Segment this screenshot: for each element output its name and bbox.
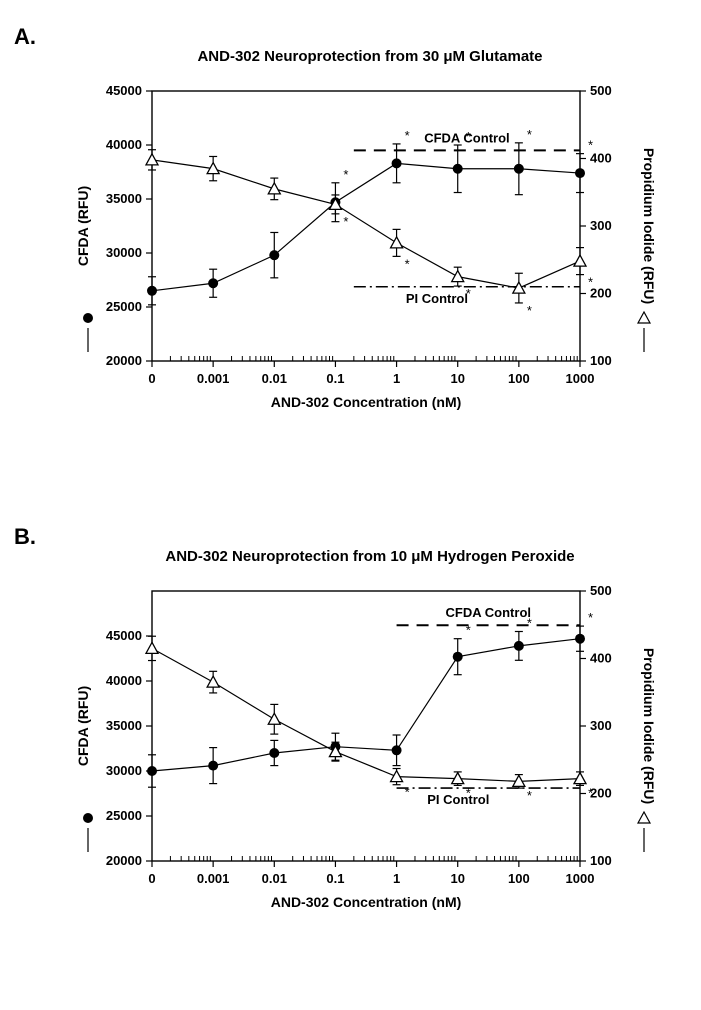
chart-b-svg: 2000025000300003500040000450001002003004… xyxy=(60,571,680,931)
svg-text:45000: 45000 xyxy=(106,628,142,643)
svg-text:500: 500 xyxy=(590,83,612,98)
panel-letter-a: A. xyxy=(14,24,36,50)
svg-text:*: * xyxy=(588,138,593,153)
chart-a-svg: 2000025000300003500040000450001002003004… xyxy=(60,71,680,431)
svg-text:20000: 20000 xyxy=(106,353,142,368)
chart-a-title: AND-302 Neuroprotection from 30 μM Gluta… xyxy=(60,48,680,65)
svg-text:PI Control: PI Control xyxy=(427,792,489,807)
svg-text:20000: 20000 xyxy=(106,853,142,868)
svg-text:*: * xyxy=(405,785,410,800)
svg-text:0.01: 0.01 xyxy=(262,871,287,886)
chart-b-title: AND-302 Neuroprotection from 10 μM Hydro… xyxy=(60,548,680,565)
svg-text:*: * xyxy=(343,214,348,229)
svg-text:25000: 25000 xyxy=(106,808,142,823)
svg-text:0.1: 0.1 xyxy=(326,871,344,886)
svg-text:0.1: 0.1 xyxy=(326,371,344,386)
svg-text:*: * xyxy=(527,788,532,803)
svg-text:*: * xyxy=(466,286,471,301)
svg-text:1000: 1000 xyxy=(566,871,595,886)
svg-text:30000: 30000 xyxy=(106,763,142,778)
svg-text:*: * xyxy=(527,127,532,142)
svg-text:45000: 45000 xyxy=(106,83,142,98)
svg-text:*: * xyxy=(527,303,532,318)
svg-text:40000: 40000 xyxy=(106,673,142,688)
svg-text:*: * xyxy=(405,128,410,143)
svg-text:300: 300 xyxy=(590,218,612,233)
svg-text:300: 300 xyxy=(590,718,612,733)
svg-text:200: 200 xyxy=(590,786,612,801)
panel-letter-b: B. xyxy=(14,524,36,550)
svg-text:*: * xyxy=(466,129,471,144)
svg-text:40000: 40000 xyxy=(106,137,142,152)
svg-text:Propidium Iodide (RFU): Propidium Iodide (RFU) xyxy=(641,648,657,804)
svg-text:30000: 30000 xyxy=(106,245,142,260)
svg-text:*: * xyxy=(588,610,593,625)
svg-text:200: 200 xyxy=(590,286,612,301)
svg-text:AND-302 Concentration (nM): AND-302 Concentration (nM) xyxy=(271,394,462,410)
svg-text:1: 1 xyxy=(393,871,400,886)
svg-text:100: 100 xyxy=(590,353,612,368)
svg-text:0.01: 0.01 xyxy=(262,371,287,386)
chart-a-wrap: AND-302 Neuroprotection from 30 μM Gluta… xyxy=(60,48,680,428)
svg-text:25000: 25000 xyxy=(106,299,142,314)
chart-b-wrap: AND-302 Neuroprotection from 10 μM Hydro… xyxy=(60,548,680,928)
svg-text:CFDA Control: CFDA Control xyxy=(446,605,531,620)
svg-text:35000: 35000 xyxy=(106,191,142,206)
svg-text:*: * xyxy=(527,616,532,631)
svg-text:100: 100 xyxy=(508,371,530,386)
svg-text:0: 0 xyxy=(148,371,155,386)
svg-text:PI Control: PI Control xyxy=(406,291,468,306)
svg-text:0.001: 0.001 xyxy=(197,371,230,386)
svg-text:1: 1 xyxy=(393,371,400,386)
svg-text:*: * xyxy=(343,167,348,182)
svg-text:CFDA (RFU): CFDA (RFU) xyxy=(75,186,91,266)
svg-text:1000: 1000 xyxy=(566,371,595,386)
svg-text:35000: 35000 xyxy=(106,718,142,733)
svg-text:100: 100 xyxy=(508,871,530,886)
svg-text:400: 400 xyxy=(590,651,612,666)
svg-text:10: 10 xyxy=(450,371,464,386)
svg-text:0.001: 0.001 xyxy=(197,871,230,886)
svg-text:500: 500 xyxy=(590,583,612,598)
svg-text:100: 100 xyxy=(590,853,612,868)
svg-text:AND-302 Concentration (nM): AND-302 Concentration (nM) xyxy=(271,894,462,910)
svg-text:*: * xyxy=(405,256,410,271)
svg-text:Propidium Iodide (RFU): Propidium Iodide (RFU) xyxy=(641,148,657,304)
svg-text:*: * xyxy=(588,275,593,290)
svg-text:10: 10 xyxy=(450,871,464,886)
svg-text:400: 400 xyxy=(590,151,612,166)
svg-text:*: * xyxy=(466,623,471,638)
svg-text:0: 0 xyxy=(148,871,155,886)
svg-text:*: * xyxy=(588,785,593,800)
svg-text:*: * xyxy=(466,785,471,800)
svg-text:CFDA (RFU): CFDA (RFU) xyxy=(75,686,91,766)
